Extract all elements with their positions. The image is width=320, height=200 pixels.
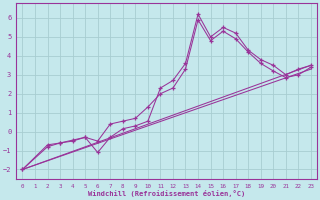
X-axis label: Windchill (Refroidissement éolien,°C): Windchill (Refroidissement éolien,°C) — [88, 190, 245, 197]
